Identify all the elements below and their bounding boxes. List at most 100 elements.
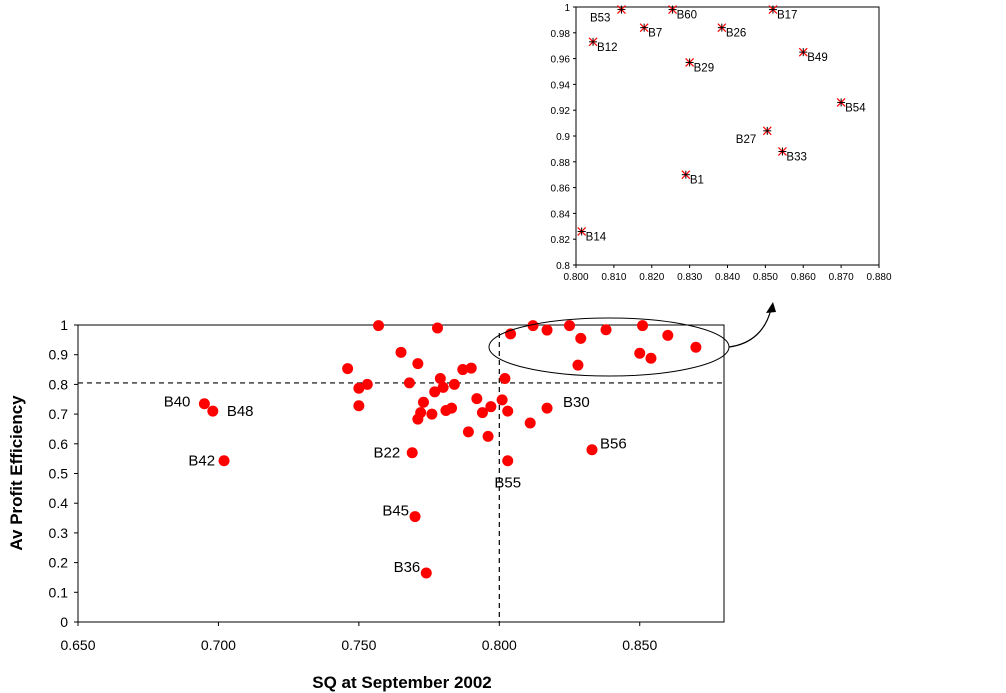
data-point [395,346,407,358]
inset-x-tick-label: 0.840 [715,272,740,283]
data-point [476,407,488,419]
inset-y-tick-label: 0.88 [551,158,571,169]
data-point [541,402,553,414]
point-label: B42 [188,453,215,470]
point-label: B22 [374,445,401,462]
data-point [207,405,219,417]
data-point [198,398,210,410]
y-tick-label: 0.4 [49,495,69,511]
data-point [429,386,441,398]
inset-chart: 0.80.820.840.860.880.90.920.940.960.981 … [551,3,892,283]
data-point [499,372,511,384]
inset-y-tick-label: 0.94 [551,80,571,91]
callout-arrowhead [766,302,776,313]
data-point [434,372,446,384]
x-tick-label: 0.750 [341,637,376,653]
data-point [426,408,438,420]
y-tick-label: 0.3 [49,525,69,541]
inset-data-point [836,98,846,107]
data-point [482,430,494,442]
y-tick-label: 1 [60,317,68,333]
inset-point-label: B29 [694,62,714,74]
y-tick-label: 0.5 [49,466,69,482]
data-point [437,381,449,393]
data-point [446,402,458,414]
data-point [586,444,598,456]
data-point [572,359,584,371]
inset-point-label: B12 [597,42,617,54]
data-point [403,377,415,389]
point-label: B36 [394,559,421,576]
data-point [420,567,432,579]
main-y-axis-ticks: 0 0.1 0.2 0.3 0.4 0.5 0.6 0.7 0.8 0.9 1 [49,317,78,630]
inset-point-label: B1 [690,175,704,187]
data-point [342,363,354,375]
point-label: B48 [227,403,254,420]
inset-data-point [717,23,727,33]
inset-x-tick-label: 0.810 [601,272,626,283]
data-point [645,352,657,364]
inset-point-labels: B53 B60 B17 B7 B26 B12 B49 B29 B54 B27 B33 B1 B14 [586,10,867,244]
inset-data-point [681,170,691,180]
data-point [218,455,230,467]
data-point [485,401,497,413]
data-point [471,393,483,405]
data-point [462,426,474,438]
data-point [373,320,385,332]
inset-y-tick-label: 0.98 [551,29,571,40]
point-label: B40 [164,394,191,411]
inset-y-tick-label: 0.8 [556,261,570,272]
point-label: B45 [382,503,409,520]
inset-x-tick-label: 0.820 [639,272,664,283]
inset-point-label: B27 [736,134,756,146]
data-point [361,378,373,390]
callout-arrow [728,308,772,348]
inset-y-tick-label: 0.9 [556,132,570,143]
inset-point-label: B53 [590,13,610,25]
x-tick-label: 0.800 [482,637,517,653]
main-point-labels: B40 B48 B42 B22 B45 B36 B55 B30 B56 [164,394,627,576]
data-point [448,378,460,390]
inset-point-label: B26 [726,28,746,40]
inset-data-points [577,5,846,236]
inset-x-tick-label: 0.800 [563,272,588,283]
y-tick-label: 0.8 [49,376,69,392]
inset-point-label: B33 [786,151,806,163]
inset-data-point [577,227,587,236]
inset-data-point [777,147,787,156]
y-tick-label: 0.7 [49,406,69,422]
main-data-points [198,320,702,579]
data-point [524,417,536,429]
inset-y-tick-label: 0.86 [551,184,571,195]
main-y-axis-title: Av Profit Efficiency [7,395,26,551]
data-point [496,394,508,406]
inset-data-point [639,23,649,33]
inset-y-tick-label: 0.92 [551,106,571,117]
point-label: B56 [600,436,627,453]
main-plot-frame [77,324,725,623]
data-point [634,347,646,359]
data-point [432,322,444,334]
inset-point-label: B60 [677,10,697,22]
inset-y-axis-ticks: 0.8 0.82 0.84 0.86 0.88 0.9 0.92 0.94 0.96 0.98 1 [551,3,576,272]
main-chart: 0 0.1 0.2 0.3 0.4 0.5 0.6 0.7 0.8 0.9 1 0.650 0.700… [7,302,776,692]
data-point [406,447,418,459]
x-tick-label: 0.700 [201,637,236,653]
data-point [457,364,469,376]
data-point [690,341,702,353]
data-point [662,329,674,341]
data-point [564,320,576,332]
inset-y-tick-label: 0.82 [551,235,571,246]
inset-data-point [588,37,598,47]
point-label: B30 [563,394,590,411]
main-reference-lines [78,333,724,622]
point-label: B55 [494,475,521,492]
inset-y-tick-label: 0.96 [551,55,571,66]
inset-x-tick-label: 0.870 [829,272,854,283]
inset-x-axis-ticks: 0.800 0.810 0.820 0.830 0.840 0.850 0.860 0.870… [563,265,892,283]
y-tick-label: 0.1 [49,584,69,600]
inset-data-point [685,58,695,67]
inset-data-point [798,47,808,57]
inset-point-label: B14 [586,231,607,243]
